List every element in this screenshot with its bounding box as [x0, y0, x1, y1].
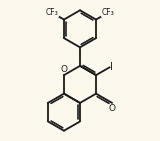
Text: I: I: [110, 62, 113, 72]
Text: CF₃: CF₃: [46, 8, 58, 17]
Text: O: O: [109, 104, 116, 113]
Text: O: O: [60, 65, 68, 74]
Text: CF₃: CF₃: [102, 8, 114, 17]
